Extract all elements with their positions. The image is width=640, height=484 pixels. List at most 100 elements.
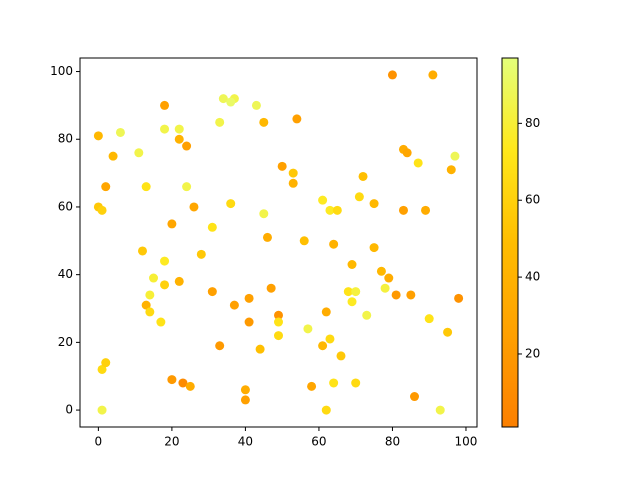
point [108, 151, 118, 161]
point [218, 94, 228, 104]
point [421, 205, 431, 215]
point [332, 205, 342, 215]
point [226, 97, 236, 107]
point [215, 341, 225, 351]
point [369, 243, 379, 253]
y-tick-label: 100 [50, 64, 73, 78]
point [101, 182, 111, 192]
point [115, 127, 125, 137]
point [97, 405, 107, 415]
point [259, 117, 269, 127]
point [240, 395, 250, 405]
point [101, 358, 111, 368]
x-tick-label: 40 [238, 435, 253, 449]
point [226, 199, 236, 209]
y-tick-label: 20 [58, 335, 73, 349]
point [362, 310, 372, 320]
y-tick-label: 60 [58, 199, 73, 213]
point [266, 283, 276, 293]
point [358, 171, 368, 181]
point [178, 378, 188, 388]
y-tick-label: 80 [58, 132, 73, 146]
point [406, 290, 416, 300]
point [167, 219, 177, 229]
point [215, 117, 225, 127]
point [343, 287, 353, 297]
point [347, 297, 357, 307]
point [97, 205, 107, 215]
point [207, 287, 217, 297]
point [325, 334, 335, 344]
axes-frame [79, 57, 478, 428]
point [185, 381, 195, 391]
point [288, 178, 298, 188]
point [424, 314, 434, 324]
colorbar-tick-label: 20 [525, 346, 540, 360]
point [329, 378, 339, 388]
colorbar-tick-label: 60 [525, 193, 540, 207]
point [277, 161, 287, 171]
point [134, 148, 144, 158]
point [288, 168, 298, 178]
point [244, 293, 254, 303]
point [369, 199, 379, 209]
point [307, 381, 317, 391]
point [428, 70, 438, 80]
point [336, 351, 346, 361]
y-tick-label: 0 [65, 403, 73, 417]
point [303, 324, 313, 334]
x-tick-label: 100 [455, 435, 478, 449]
point [240, 385, 250, 395]
point [351, 287, 361, 297]
point [292, 114, 302, 124]
point [160, 256, 170, 266]
point [259, 209, 269, 219]
point [141, 300, 151, 310]
point [196, 249, 206, 259]
point [325, 205, 335, 215]
point [174, 124, 184, 134]
point [160, 280, 170, 290]
point [97, 364, 107, 374]
point [149, 273, 159, 283]
point [450, 151, 460, 161]
point [387, 70, 397, 80]
point [145, 307, 155, 317]
point [274, 317, 283, 327]
point [321, 307, 331, 317]
point [137, 246, 147, 256]
point [156, 317, 166, 327]
point [93, 131, 103, 141]
point [274, 310, 283, 320]
point [329, 239, 339, 249]
point [160, 124, 170, 134]
point [443, 327, 453, 337]
point [454, 293, 464, 303]
point [351, 378, 361, 388]
colorbar-tick-label: 40 [525, 270, 540, 284]
point [402, 148, 412, 158]
point [321, 405, 331, 415]
point [174, 134, 184, 144]
point [160, 100, 170, 110]
point [229, 300, 239, 310]
point [244, 317, 254, 327]
x-tick-label: 60 [311, 435, 326, 449]
point [255, 344, 265, 354]
point [182, 141, 192, 151]
point [398, 205, 408, 215]
point [380, 283, 390, 293]
x-tick-label: 80 [385, 435, 400, 449]
point [299, 236, 309, 246]
point [251, 100, 261, 110]
colorbar-tick-label: 80 [525, 116, 540, 130]
point [391, 290, 401, 300]
point [384, 273, 394, 283]
point [376, 266, 386, 276]
y-tick-label: 40 [58, 267, 73, 281]
point [347, 260, 357, 270]
point [182, 182, 192, 192]
point [262, 232, 272, 242]
point [354, 192, 364, 202]
